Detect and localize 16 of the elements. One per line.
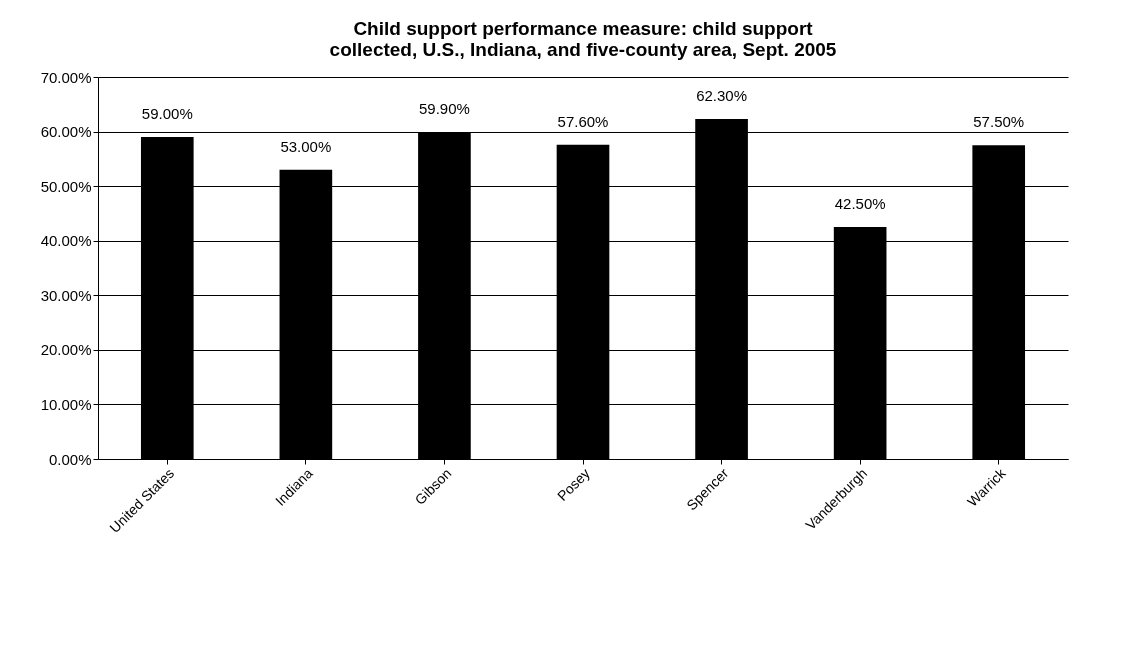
data-label: 59.90% — [418, 100, 470, 118]
data-label: 53.00% — [280, 137, 332, 155]
data-label: 62.30% — [696, 87, 748, 105]
chart-title: Child support performance measure: child support collected, U.S., Indiana, and five-county area, Sept. 2005 — [329, 18, 837, 60]
y-tick-label: 20.00% — [40, 341, 92, 359]
data-label: 57.60% — [557, 112, 609, 130]
y-tick-label: 70.00% — [40, 68, 92, 86]
data-label: 57.50% — [973, 113, 1025, 131]
y-tick-label: 40.00% — [40, 232, 92, 250]
y-tick-label: 50.00% — [40, 177, 92, 195]
data-label: 42.50% — [834, 195, 886, 213]
y-tick-label: 0.00% — [48, 450, 92, 468]
data-label: 59.00% — [141, 105, 193, 123]
y-tick-label: 60.00% — [40, 123, 92, 141]
y-tick-label: 10.00% — [40, 395, 92, 413]
y-tick-label: 30.00% — [40, 286, 92, 304]
